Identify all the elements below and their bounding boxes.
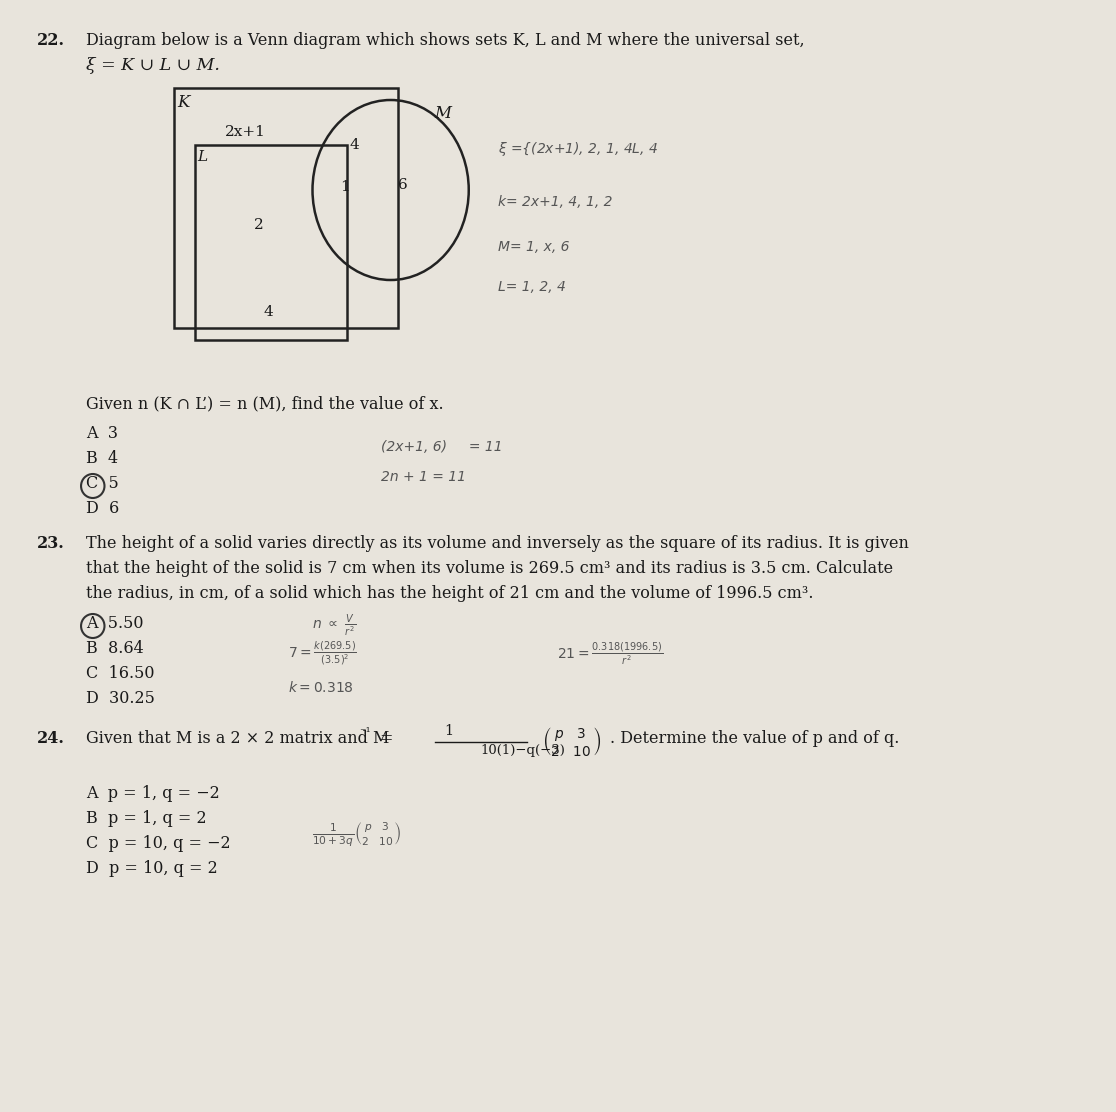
Bar	[195, 145, 347, 340]
Text: 2x+1: 2x+1	[224, 125, 266, 139]
Bar	[174, 88, 398, 328]
Text: n $\propto$ $\frac{V}{r^2}$: n $\propto$ $\frac{V}{r^2}$	[312, 613, 357, 639]
Text: $\binom{p \quad 3}{2 \quad 10}$: $\binom{p \quad 3}{2 \quad 10}$	[542, 726, 602, 759]
Text: K: K	[177, 95, 190, 111]
Text: $\frac{1}{10+3q}\binom{p \quad 3}{2 \quad 10}$: $\frac{1}{10+3q}\binom{p \quad 3}{2 \qua…	[312, 820, 402, 848]
Text: 1: 1	[444, 724, 454, 738]
Text: M: M	[434, 105, 452, 122]
Text: A  5.50: A 5.50	[86, 615, 144, 632]
Text: ⁻¹: ⁻¹	[359, 726, 371, 739]
Text: 4: 4	[349, 138, 359, 152]
Text: $k = 0.318$: $k = 0.318$	[288, 681, 354, 695]
Text: 22.: 22.	[37, 32, 65, 49]
Text: ξ = K ∪ L ∪ M.: ξ = K ∪ L ∪ M.	[86, 57, 220, 75]
Text: B  8.64: B 8.64	[86, 641, 144, 657]
Text: A  3: A 3	[86, 425, 118, 441]
Text: C  16.50: C 16.50	[86, 665, 154, 682]
Text: L= 1, 2, 4: L= 1, 2, 4	[498, 280, 566, 294]
Text: $21 = \frac{0.318(1996.5)}{r^2}$: $21 = \frac{0.318(1996.5)}{r^2}$	[557, 641, 663, 667]
Text: . Determine the value of p and of q.: . Determine the value of p and of q.	[610, 729, 899, 747]
Text: 2n + 1 = 11: 2n + 1 = 11	[381, 470, 465, 484]
Text: M= 1, x, 6: M= 1, x, 6	[498, 240, 569, 254]
Text: that the height of the solid is 7 cm when its volume is 269.5 cm³ and its radius: that the height of the solid is 7 cm whe…	[86, 560, 893, 577]
Text: A  p = 1, q = −2: A p = 1, q = −2	[86, 785, 220, 802]
Text: D  30.25: D 30.25	[86, 691, 155, 707]
Text: 24.: 24.	[37, 729, 65, 747]
Text: B  p = 1, q = 2: B p = 1, q = 2	[86, 810, 206, 827]
Text: 10(1)−q(−3): 10(1)−q(−3)	[481, 744, 566, 757]
Text: the radius, in cm, of a solid which has the height of 21 cm and the volume of 19: the radius, in cm, of a solid which has …	[86, 585, 814, 602]
Text: Given that M is a 2 × 2 matrix and M: Given that M is a 2 × 2 matrix and M	[86, 729, 389, 747]
Text: L: L	[198, 150, 208, 163]
Text: 2: 2	[254, 218, 263, 232]
Text: 6: 6	[398, 178, 408, 192]
Text: $\xi$ ={(2x+1), 2, 1, 4L, 4: $\xi$ ={(2x+1), 2, 1, 4L, 4	[498, 140, 658, 158]
Text: D  6: D 6	[86, 500, 119, 517]
Text: Given n (K ∩ L’) = n (M), find the value of x.: Given n (K ∩ L’) = n (M), find the value…	[86, 395, 443, 413]
Text: D  p = 10, q = 2: D p = 10, q = 2	[86, 860, 218, 877]
Text: 1: 1	[340, 180, 349, 193]
Text: 23.: 23.	[37, 535, 65, 552]
Text: k= 2x+1, 4, 1, 2: k= 2x+1, 4, 1, 2	[498, 195, 613, 209]
Text: $7 = \frac{k(269.5)}{(3.5)^2}$: $7 = \frac{k(269.5)}{(3.5)^2}$	[288, 641, 357, 668]
Text: C  5: C 5	[86, 475, 118, 492]
Text: The height of a solid varies directly as its volume and inversely as the square : The height of a solid varies directly as…	[86, 535, 908, 552]
Text: 4: 4	[263, 305, 273, 319]
Text: (2x+1, 6)     = 11: (2x+1, 6) = 11	[381, 440, 502, 454]
Text: B  4: B 4	[86, 450, 118, 467]
Text: Diagram below is a Venn diagram which shows sets K, L and M where the universal : Diagram below is a Venn diagram which sh…	[86, 32, 805, 49]
Text: =: =	[379, 729, 393, 747]
Text: C  p = 10, q = −2: C p = 10, q = −2	[86, 835, 231, 852]
